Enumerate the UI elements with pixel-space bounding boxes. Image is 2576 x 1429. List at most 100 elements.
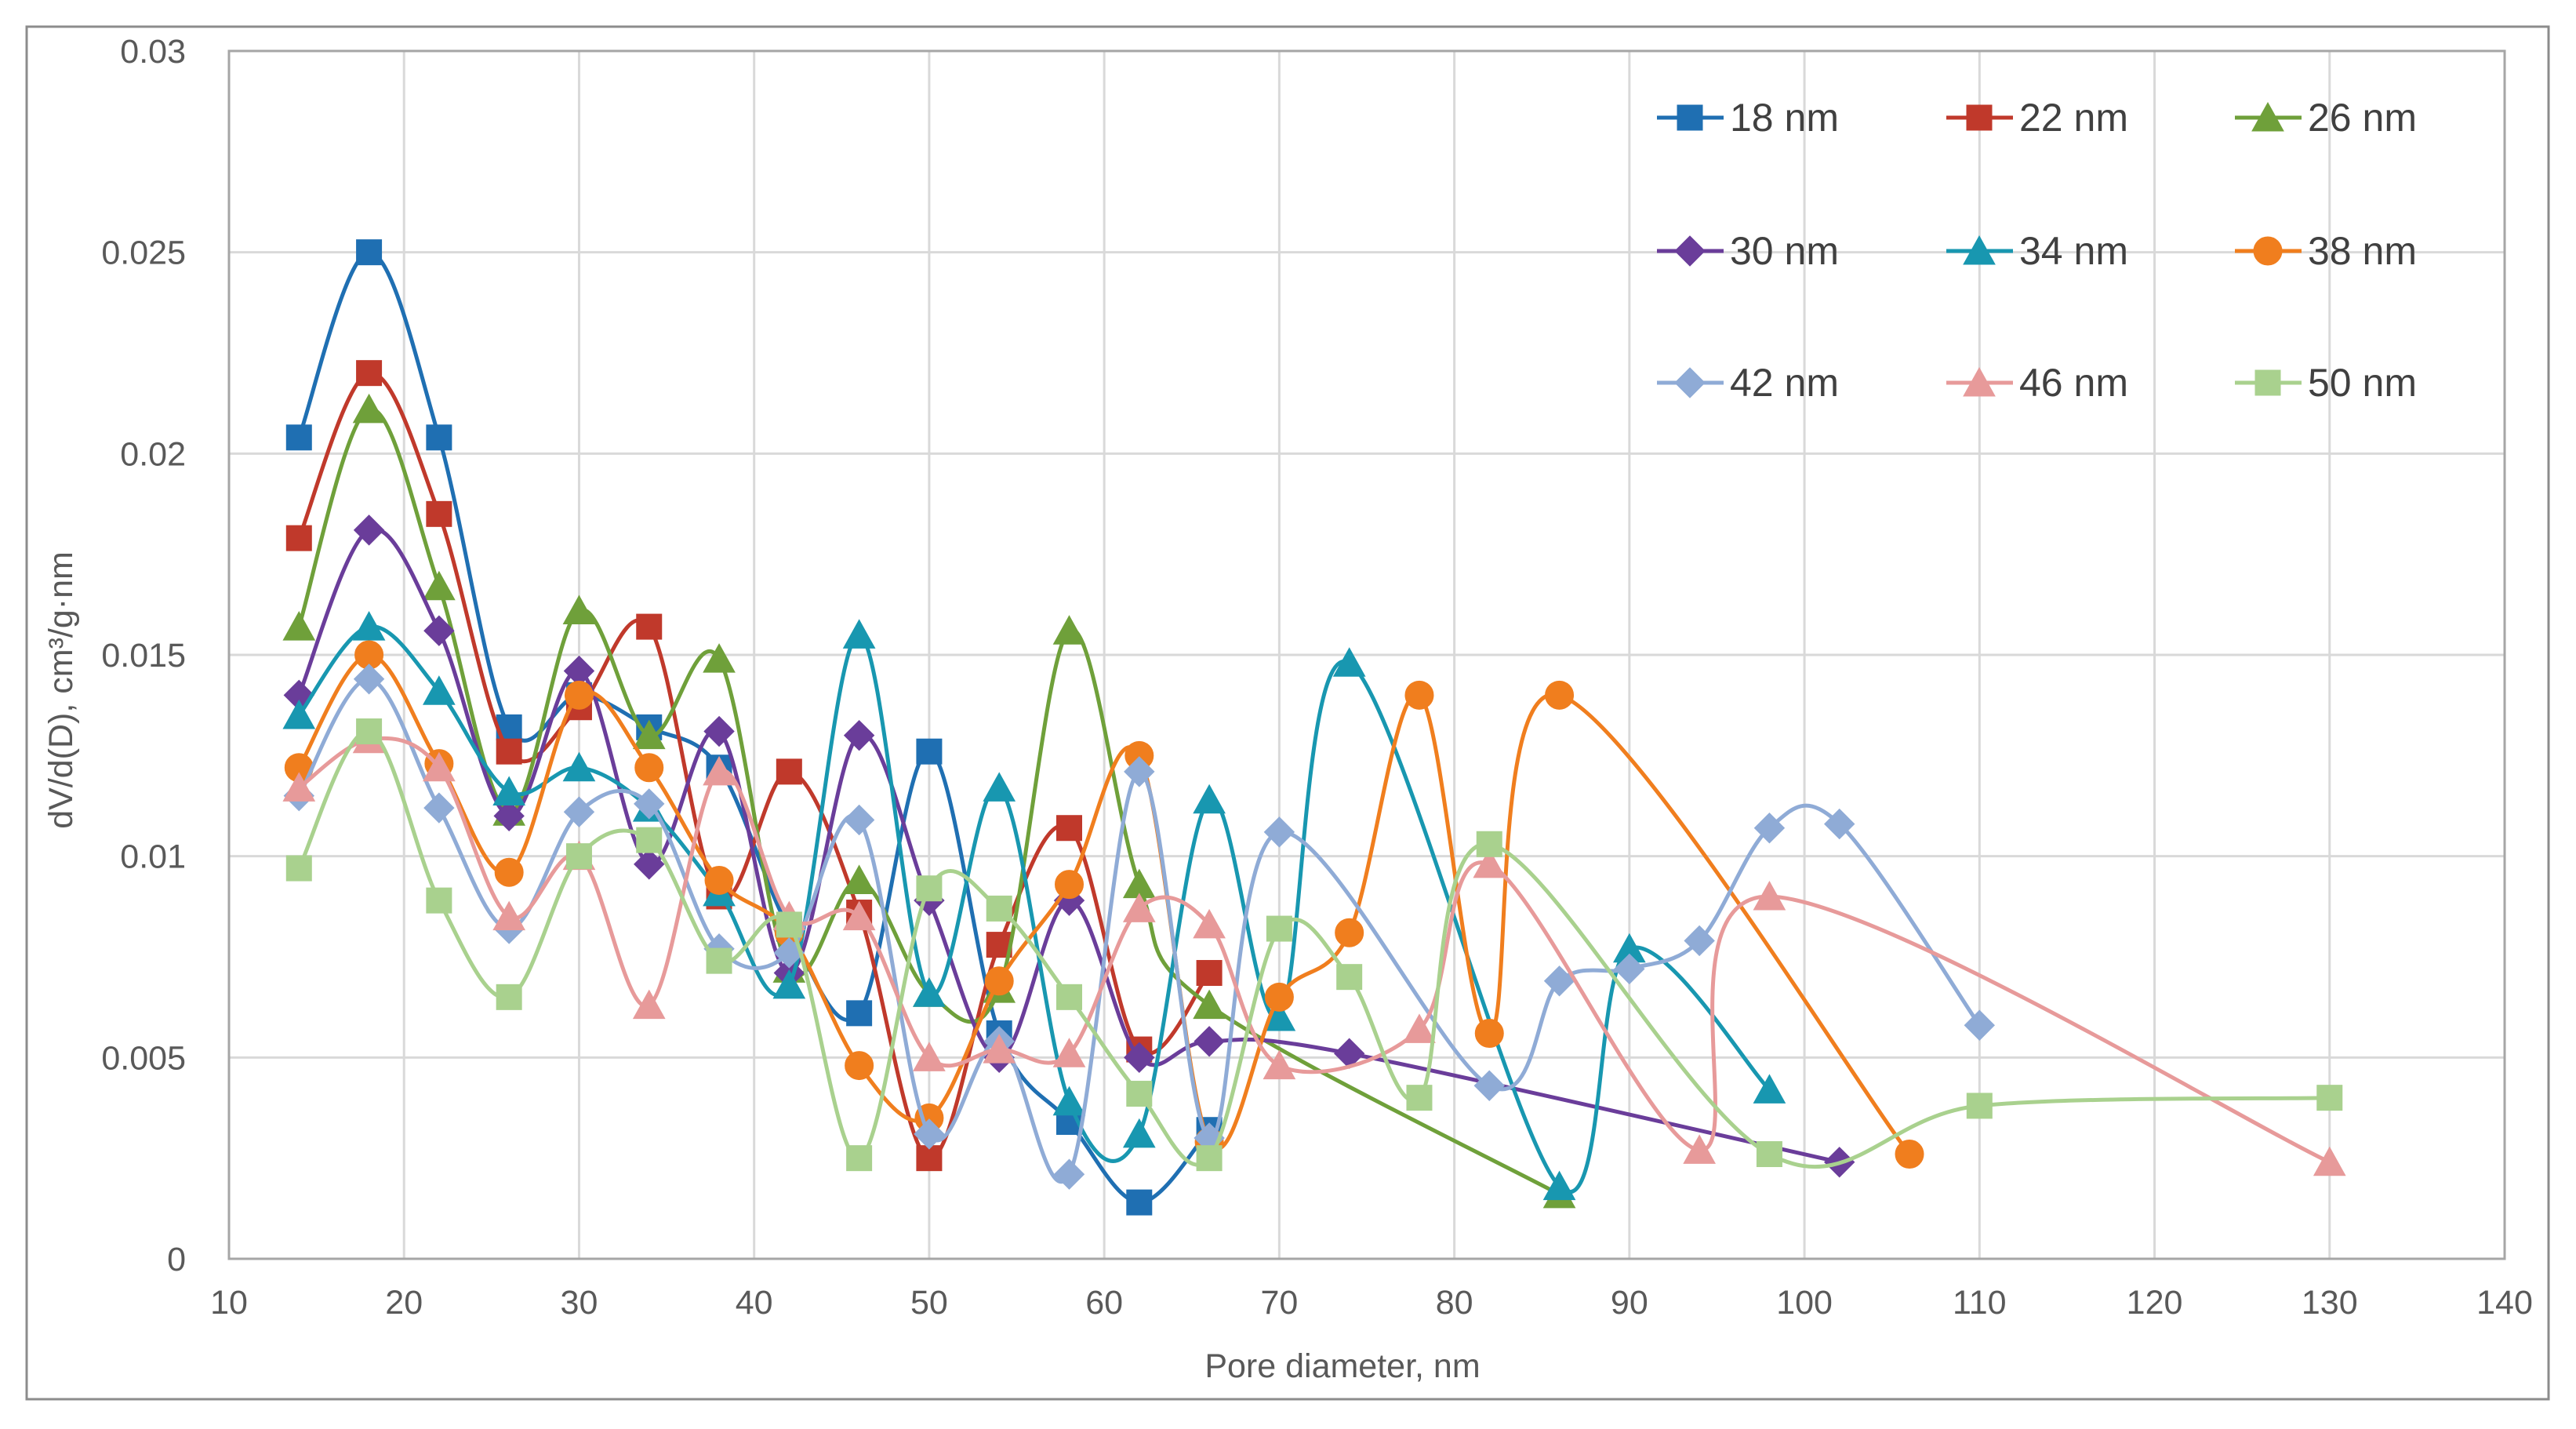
data-point-50-nm bbox=[1966, 1093, 1993, 1119]
legend-item-30-nm: 30 nm bbox=[1657, 229, 1839, 273]
legend-marker-22-nm bbox=[1966, 104, 1993, 131]
data-point-26-nm bbox=[1052, 615, 1086, 645]
legend-marker-34-nm bbox=[1963, 235, 1996, 265]
legend-marker-46-nm bbox=[1963, 366, 1996, 397]
legend-label: 34 nm bbox=[2019, 229, 2128, 273]
data-point-38-nm bbox=[564, 680, 594, 710]
data-point-38-nm bbox=[1545, 680, 1575, 710]
data-point-38-nm bbox=[634, 753, 664, 783]
data-point-42-nm bbox=[1124, 756, 1155, 787]
data-point-34-nm bbox=[842, 619, 876, 649]
legend-marker-18-nm bbox=[1677, 104, 1703, 131]
data-point-26-nm bbox=[1193, 989, 1226, 1020]
x-tick-label: 30 bbox=[561, 1284, 598, 1322]
y-tick-label: 0.005 bbox=[101, 1039, 186, 1077]
series-line-50-nm bbox=[297, 729, 2330, 1169]
legend-item-18-nm: 18 nm bbox=[1657, 96, 1839, 140]
data-point-50-nm bbox=[356, 718, 383, 745]
data-point-50-nm bbox=[1406, 1085, 1433, 1111]
data-point-50-nm bbox=[426, 887, 452, 914]
legend-item-46-nm: 46 nm bbox=[1946, 361, 2128, 405]
data-point-50-nm bbox=[1266, 915, 1292, 942]
x-tick-label: 110 bbox=[1953, 1284, 2007, 1322]
data-point-50-nm bbox=[565, 843, 592, 870]
data-point-26-nm bbox=[703, 643, 736, 673]
data-point-46-nm bbox=[1473, 848, 1506, 878]
data-point-26-nm bbox=[423, 570, 456, 601]
data-point-46-nm bbox=[703, 755, 736, 786]
data-point-34-nm bbox=[1052, 1085, 1086, 1116]
data-point-50-nm bbox=[846, 1145, 873, 1172]
data-point-18-nm bbox=[916, 738, 943, 765]
data-point-18-nm bbox=[356, 239, 383, 266]
data-point-22-nm bbox=[426, 500, 452, 527]
data-point-30-nm bbox=[493, 800, 525, 832]
data-point-34-nm bbox=[423, 675, 456, 705]
data-point-46-nm bbox=[1753, 880, 1786, 911]
data-point-42-nm bbox=[1824, 808, 1855, 840]
y-axis-label: dV/d(D), cm³/g·nm bbox=[42, 551, 80, 829]
x-tick-label: 20 bbox=[385, 1284, 423, 1322]
data-point-46-nm bbox=[913, 1042, 946, 1071]
data-point-46-nm bbox=[282, 772, 316, 802]
series-50-nm bbox=[285, 718, 2343, 1172]
data-point-46-nm bbox=[2313, 1146, 2346, 1176]
data-point-42-nm bbox=[1053, 1158, 1085, 1190]
data-point-46-nm bbox=[1193, 908, 1226, 939]
data-point-50-nm bbox=[1126, 1081, 1153, 1107]
x-tick-label: 120 bbox=[2127, 1284, 2183, 1322]
data-point-30-nm bbox=[423, 615, 455, 646]
data-point-38-nm bbox=[1474, 1019, 1504, 1049]
x-tick-label: 10 bbox=[210, 1284, 248, 1322]
data-point-30-nm bbox=[1124, 1042, 1155, 1074]
data-point-34-nm bbox=[1542, 1170, 1576, 1201]
data-point-38-nm bbox=[1055, 870, 1085, 900]
data-point-18-nm bbox=[846, 1000, 873, 1027]
legend-item-50-nm: 50 nm bbox=[2235, 361, 2417, 405]
data-point-34-nm bbox=[983, 772, 1016, 802]
data-point-26-nm bbox=[842, 864, 876, 894]
data-point-46-nm bbox=[492, 900, 526, 931]
data-point-46-nm bbox=[1122, 893, 1156, 922]
data-point-38-nm bbox=[1895, 1140, 1924, 1169]
data-point-34-nm bbox=[1193, 784, 1226, 814]
x-tick-label: 80 bbox=[1436, 1284, 1473, 1322]
data-point-42-nm bbox=[843, 804, 875, 836]
data-point-50-nm bbox=[2316, 1085, 2343, 1111]
data-point-22-nm bbox=[916, 1145, 943, 1172]
data-point-42-nm bbox=[1684, 925, 1715, 957]
data-point-42-nm bbox=[1753, 813, 1786, 844]
legend-label: 26 nm bbox=[2308, 96, 2417, 140]
data-point-18-nm bbox=[1126, 1189, 1153, 1216]
legend-marker-30-nm bbox=[1674, 235, 1706, 267]
legend-marker-38-nm bbox=[2253, 236, 2283, 266]
data-point-26-nm bbox=[282, 611, 316, 641]
data-point-18-nm bbox=[426, 424, 452, 451]
series-layer bbox=[282, 239, 2346, 1216]
data-point-30-nm bbox=[353, 515, 385, 546]
data-point-46-nm bbox=[842, 900, 876, 931]
data-point-34-nm bbox=[1753, 1074, 1786, 1104]
data-point-46-nm bbox=[983, 1034, 1016, 1064]
data-point-26-nm bbox=[632, 719, 666, 750]
data-point-38-nm bbox=[984, 966, 1014, 996]
chart-border bbox=[25, 25, 2550, 1401]
data-point-18-nm bbox=[285, 424, 312, 451]
data-point-42-nm bbox=[1543, 965, 1575, 997]
data-point-50-nm bbox=[916, 875, 943, 902]
data-point-50-nm bbox=[636, 827, 663, 853]
data-point-42-nm bbox=[423, 792, 455, 824]
data-point-34-nm bbox=[1122, 1118, 1156, 1148]
legend-label: 30 nm bbox=[1730, 229, 1839, 273]
x-tick-label: 60 bbox=[1085, 1284, 1123, 1322]
legend-marker-50-nm bbox=[2254, 369, 2281, 396]
data-point-50-nm bbox=[285, 855, 312, 882]
y-axis-ticks: 0 0.005 0.01 0.015 0.02 0.025 0.03 bbox=[101, 33, 186, 1278]
data-point-30-nm bbox=[1194, 1026, 1225, 1057]
data-point-42-nm bbox=[1614, 953, 1645, 985]
data-point-46-nm bbox=[1263, 1049, 1296, 1080]
data-point-46-nm bbox=[1403, 1013, 1436, 1043]
x-tick-label: 100 bbox=[1776, 1284, 1833, 1322]
